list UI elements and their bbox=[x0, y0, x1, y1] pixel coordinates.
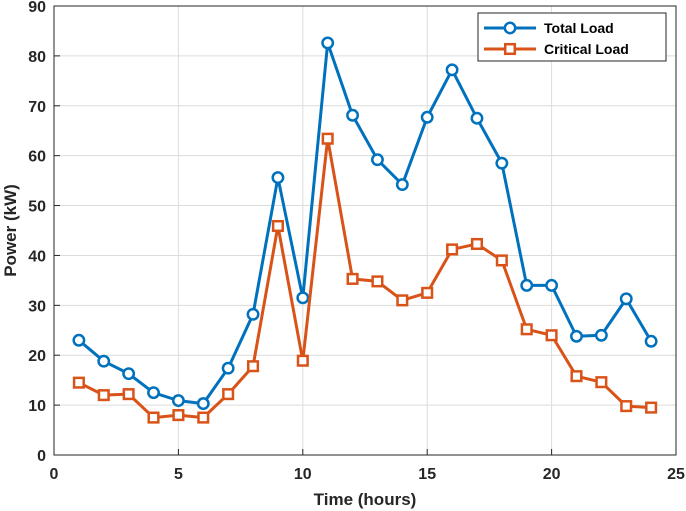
data-point bbox=[619, 292, 633, 306]
data-point bbox=[495, 156, 509, 170]
data-point bbox=[321, 36, 335, 50]
y-tick-label: 70 bbox=[28, 99, 46, 116]
y-tick-label: 90 bbox=[28, 0, 46, 16]
data-point bbox=[97, 389, 110, 402]
series-critical-load bbox=[72, 132, 658, 424]
data-point bbox=[495, 254, 508, 267]
legend: Total Load Critical Load bbox=[477, 12, 667, 62]
data-point bbox=[72, 376, 85, 389]
data-point bbox=[72, 333, 86, 347]
data-point bbox=[147, 411, 160, 424]
data-point bbox=[545, 329, 558, 342]
x-tick-label: 20 bbox=[543, 466, 561, 483]
y-axis-title: Power (kW) bbox=[1, 184, 20, 277]
data-point bbox=[171, 394, 185, 408]
x-axis-title: Time (hours) bbox=[314, 490, 417, 509]
data-point bbox=[570, 329, 583, 343]
data-point bbox=[271, 171, 285, 185]
data-point bbox=[396, 294, 409, 307]
x-tick-label: 25 bbox=[667, 466, 685, 483]
series-total-load bbox=[72, 36, 658, 411]
data-point bbox=[246, 360, 260, 373]
data-point bbox=[196, 397, 210, 411]
grid bbox=[53, 5, 677, 456]
data-point bbox=[445, 63, 459, 77]
data-point bbox=[595, 376, 608, 389]
x-tick-label: 5 bbox=[174, 466, 183, 483]
data-point bbox=[321, 132, 334, 145]
data-point bbox=[370, 153, 384, 167]
data-point bbox=[421, 286, 434, 299]
data-point bbox=[197, 411, 210, 424]
data-point bbox=[296, 291, 310, 305]
x-tick-label: 15 bbox=[418, 466, 436, 483]
y-tick-label: 30 bbox=[28, 298, 46, 315]
legend-marker bbox=[503, 21, 517, 35]
data-point bbox=[395, 178, 409, 192]
x-tick-label: 0 bbox=[50, 466, 59, 483]
y-tick-label: 20 bbox=[28, 348, 46, 365]
series-layer bbox=[72, 36, 658, 424]
legend-label: Total Load bbox=[544, 20, 614, 36]
data-point bbox=[371, 275, 384, 288]
data-point bbox=[620, 400, 633, 413]
data-point bbox=[446, 243, 459, 256]
data-point bbox=[545, 278, 559, 292]
data-point bbox=[221, 361, 235, 375]
data-point bbox=[520, 323, 533, 336]
data-point bbox=[644, 334, 658, 348]
data-point bbox=[147, 386, 160, 400]
data-point bbox=[172, 409, 185, 422]
data-point bbox=[570, 370, 583, 383]
y-tick-label: 0 bbox=[37, 448, 46, 465]
y-tick-label: 80 bbox=[28, 49, 46, 66]
data-point bbox=[470, 111, 484, 125]
data-point bbox=[296, 354, 309, 367]
x-tick-label: 10 bbox=[294, 466, 312, 483]
legend-marker bbox=[503, 42, 517, 56]
data-point bbox=[122, 388, 135, 401]
data-point bbox=[97, 354, 111, 368]
data-point bbox=[645, 401, 658, 414]
data-point bbox=[122, 367, 136, 381]
y-tick-label: 40 bbox=[28, 248, 46, 265]
y-tick-label: 60 bbox=[28, 149, 46, 166]
legend-label: Critical Load bbox=[544, 41, 629, 57]
data-point bbox=[520, 278, 534, 292]
data-point bbox=[346, 272, 359, 285]
data-point bbox=[346, 108, 360, 122]
data-point bbox=[271, 219, 284, 233]
data-point bbox=[420, 110, 434, 124]
data-point bbox=[594, 328, 608, 342]
plot-area-frame bbox=[53, 5, 677, 456]
y-tick-label: 50 bbox=[28, 199, 46, 216]
data-point bbox=[470, 237, 484, 251]
y-tick-label: 10 bbox=[28, 398, 46, 415]
axis-ticks: 0 5 10 15 20 25 0 10 20 30 40 50 60 70 80 90 bbox=[28, 0, 685, 483]
data-point bbox=[246, 307, 260, 321]
data-point bbox=[222, 388, 235, 401]
